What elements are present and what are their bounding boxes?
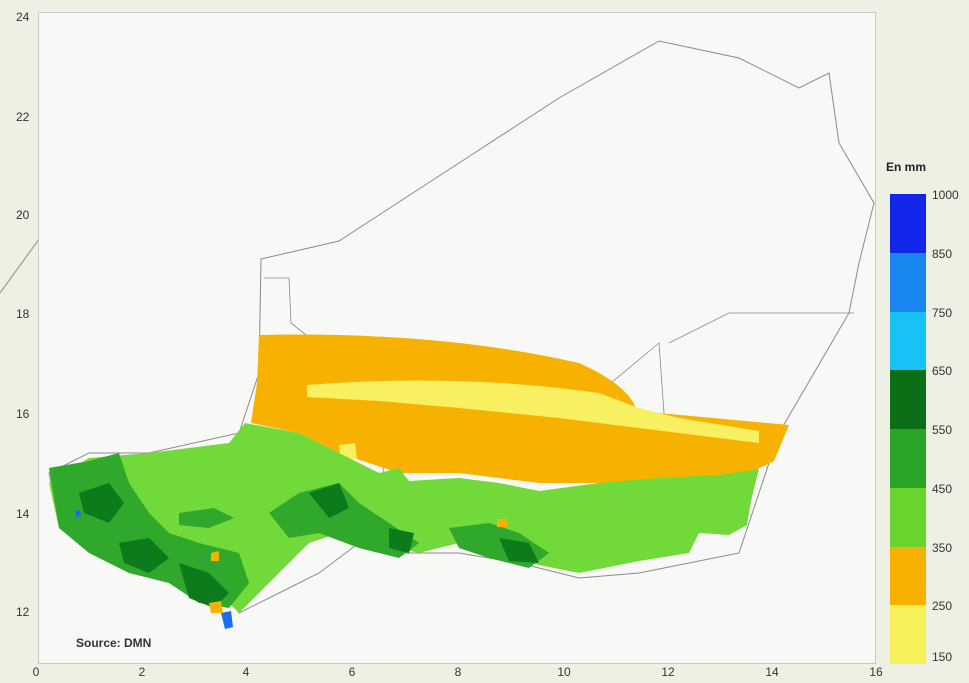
y-tick: 16 <box>16 407 30 421</box>
legend-swatch <box>890 487 926 547</box>
legend-label: 550 <box>932 423 953 437</box>
decorative-line <box>0 234 43 294</box>
x-tick: 14 <box>765 665 779 679</box>
legend-swatch <box>890 252 926 312</box>
legend-title: En mm <box>886 160 927 174</box>
zone-550-650-center <box>309 483 539 563</box>
source-label: Source: DMN <box>76 636 152 650</box>
map-frame <box>38 12 876 664</box>
legend-label: 150 <box>932 650 953 664</box>
x-tick: 10 <box>557 665 571 679</box>
legend-label: 450 <box>932 481 953 496</box>
y-tick: 18 <box>16 307 30 321</box>
legend-label: 850 <box>932 246 953 261</box>
legend-label: 650 <box>932 364 953 379</box>
legend-label: 350 <box>932 540 953 555</box>
legend-swatch <box>890 311 926 371</box>
legend-swatch <box>890 605 926 664</box>
x-tick: 12 <box>661 665 675 679</box>
x-tick: 2 <box>138 665 146 679</box>
legend-swatch <box>890 546 926 606</box>
zone-550-650-west <box>79 483 229 608</box>
x-tick: 6 <box>348 665 356 679</box>
legend-swatch <box>890 429 926 488</box>
y-tick: 12 <box>16 605 30 619</box>
legend-label: 250 <box>932 599 953 614</box>
x-tick: 16 <box>869 665 883 679</box>
x-tick: 8 <box>454 665 462 679</box>
legend-colorbar <box>890 194 926 664</box>
zone-150-250-band <box>307 380 759 443</box>
y-tick: 22 <box>16 110 30 124</box>
legend-swatch <box>890 194 926 253</box>
zone-450-550-center <box>269 483 419 558</box>
y-tick: 20 <box>16 208 30 222</box>
zone-450-550-islet <box>179 508 234 528</box>
y-tick: 14 <box>16 507 30 521</box>
x-tick: 0 <box>32 665 40 679</box>
x-tick: 4 <box>242 665 250 679</box>
legend-label: 1000 <box>932 188 959 202</box>
y-tick: 24 <box>16 10 30 24</box>
legend-label: 750 <box>932 305 953 320</box>
legend-swatch <box>890 370 926 429</box>
rainfall-map <box>48 40 875 629</box>
